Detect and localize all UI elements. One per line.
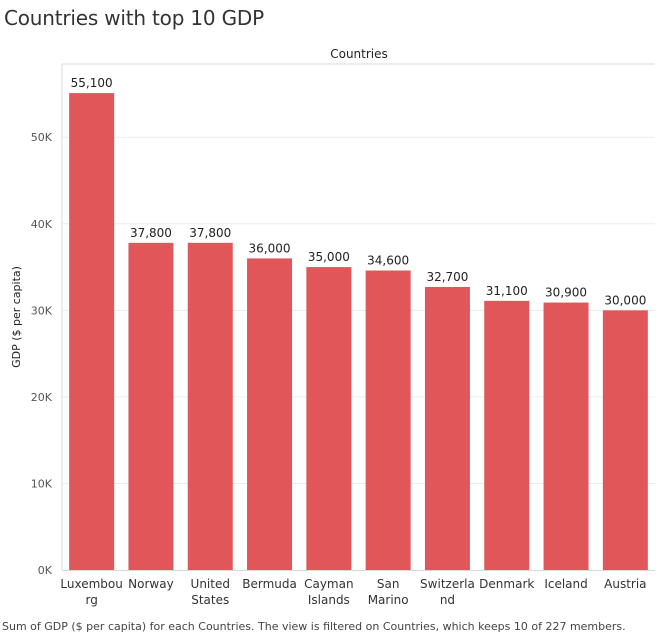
bar — [69, 93, 115, 570]
y-tick-label: 10K — [31, 477, 53, 490]
bar-chart: Countries GDP ($ per capita) 55,100 37,80… — [10, 47, 655, 607]
x-axis-title: Countries — [330, 47, 388, 61]
x-tick-label: Denmark — [479, 577, 534, 591]
value-label: 31,100 — [486, 284, 528, 298]
bar — [187, 242, 233, 571]
value-label: 55,100 — [71, 76, 113, 90]
value-label: 34,600 — [367, 254, 409, 268]
bar — [365, 270, 411, 570]
value-label: 37,800 — [130, 226, 172, 240]
chart-title: Countries with top 10 GDP — [4, 6, 264, 30]
bar — [424, 286, 470, 570]
y-tick-label: 20K — [31, 391, 53, 404]
y-tick-label: 50K — [31, 131, 53, 144]
bars — [69, 93, 648, 571]
value-label: 30,900 — [545, 286, 587, 300]
x-tick-label: Bermuda — [242, 577, 297, 591]
bar — [543, 302, 589, 570]
value-labels: 55,100 37,800 37,800 36,000 35,000 34,600 32,7… — [71, 76, 647, 307]
bar — [128, 242, 174, 571]
value-label: 36,000 — [249, 241, 291, 255]
x-tick-labels: Luxembou rg Norway United States Bermuda Cayma… — [60, 577, 646, 607]
bar — [247, 258, 293, 570]
axes — [61, 63, 655, 571]
bar — [484, 300, 530, 570]
x-tick-label: United States — [191, 577, 230, 607]
x-tick-label: Norway — [128, 577, 174, 591]
bar — [602, 310, 648, 570]
y-axis-title: GDP ($ per capita) — [10, 266, 23, 368]
y-tick-label: 30K — [31, 304, 53, 317]
value-label: 35,000 — [308, 250, 350, 264]
x-tick-label: Cayman Islands — [304, 577, 353, 607]
value-label: 30,000 — [604, 293, 646, 307]
y-tick-label: 40K — [31, 218, 53, 231]
value-label: 37,800 — [189, 226, 231, 240]
x-tick-label: Austria — [604, 577, 646, 591]
x-tick-label: Luxembou rg — [60, 577, 122, 607]
x-tick-label: Switzerla nd — [420, 577, 475, 607]
x-tick-label: San Marino — [368, 577, 409, 607]
chart-caption: Sum of GDP ($ per capita) for each Count… — [2, 620, 626, 633]
y-tick-labels: 0K 10K 20K 30K 40K 50K — [31, 131, 53, 577]
x-tick-label: Iceland — [544, 577, 587, 591]
y-tick-label: 0K — [38, 564, 53, 577]
value-label: 32,700 — [426, 270, 468, 284]
bar — [306, 267, 352, 570]
